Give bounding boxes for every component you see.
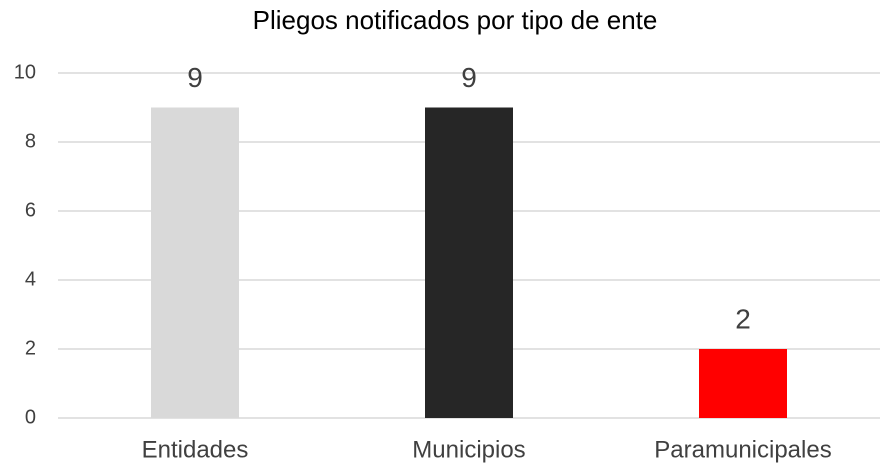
y-tick-label: 8 xyxy=(25,130,36,152)
y-tick-label: 6 xyxy=(25,199,36,221)
bar xyxy=(151,107,239,418)
bar xyxy=(699,349,787,418)
y-tick-label: 10 xyxy=(14,61,36,83)
data-label: 9 xyxy=(187,62,203,93)
y-tick-label: 4 xyxy=(25,268,36,290)
x-tick-label: Entidades xyxy=(142,436,249,463)
y-tick-label: 0 xyxy=(25,406,36,428)
x-tick-label: Paramunicipales xyxy=(654,436,831,463)
x-tick-label: Municipios xyxy=(412,436,525,463)
y-tick-label: 2 xyxy=(25,337,36,359)
data-label: 2 xyxy=(735,303,751,334)
data-label: 9 xyxy=(461,62,477,93)
bar xyxy=(425,107,513,418)
chart-title: Pliegos notificados por tipo de ente xyxy=(253,5,658,35)
